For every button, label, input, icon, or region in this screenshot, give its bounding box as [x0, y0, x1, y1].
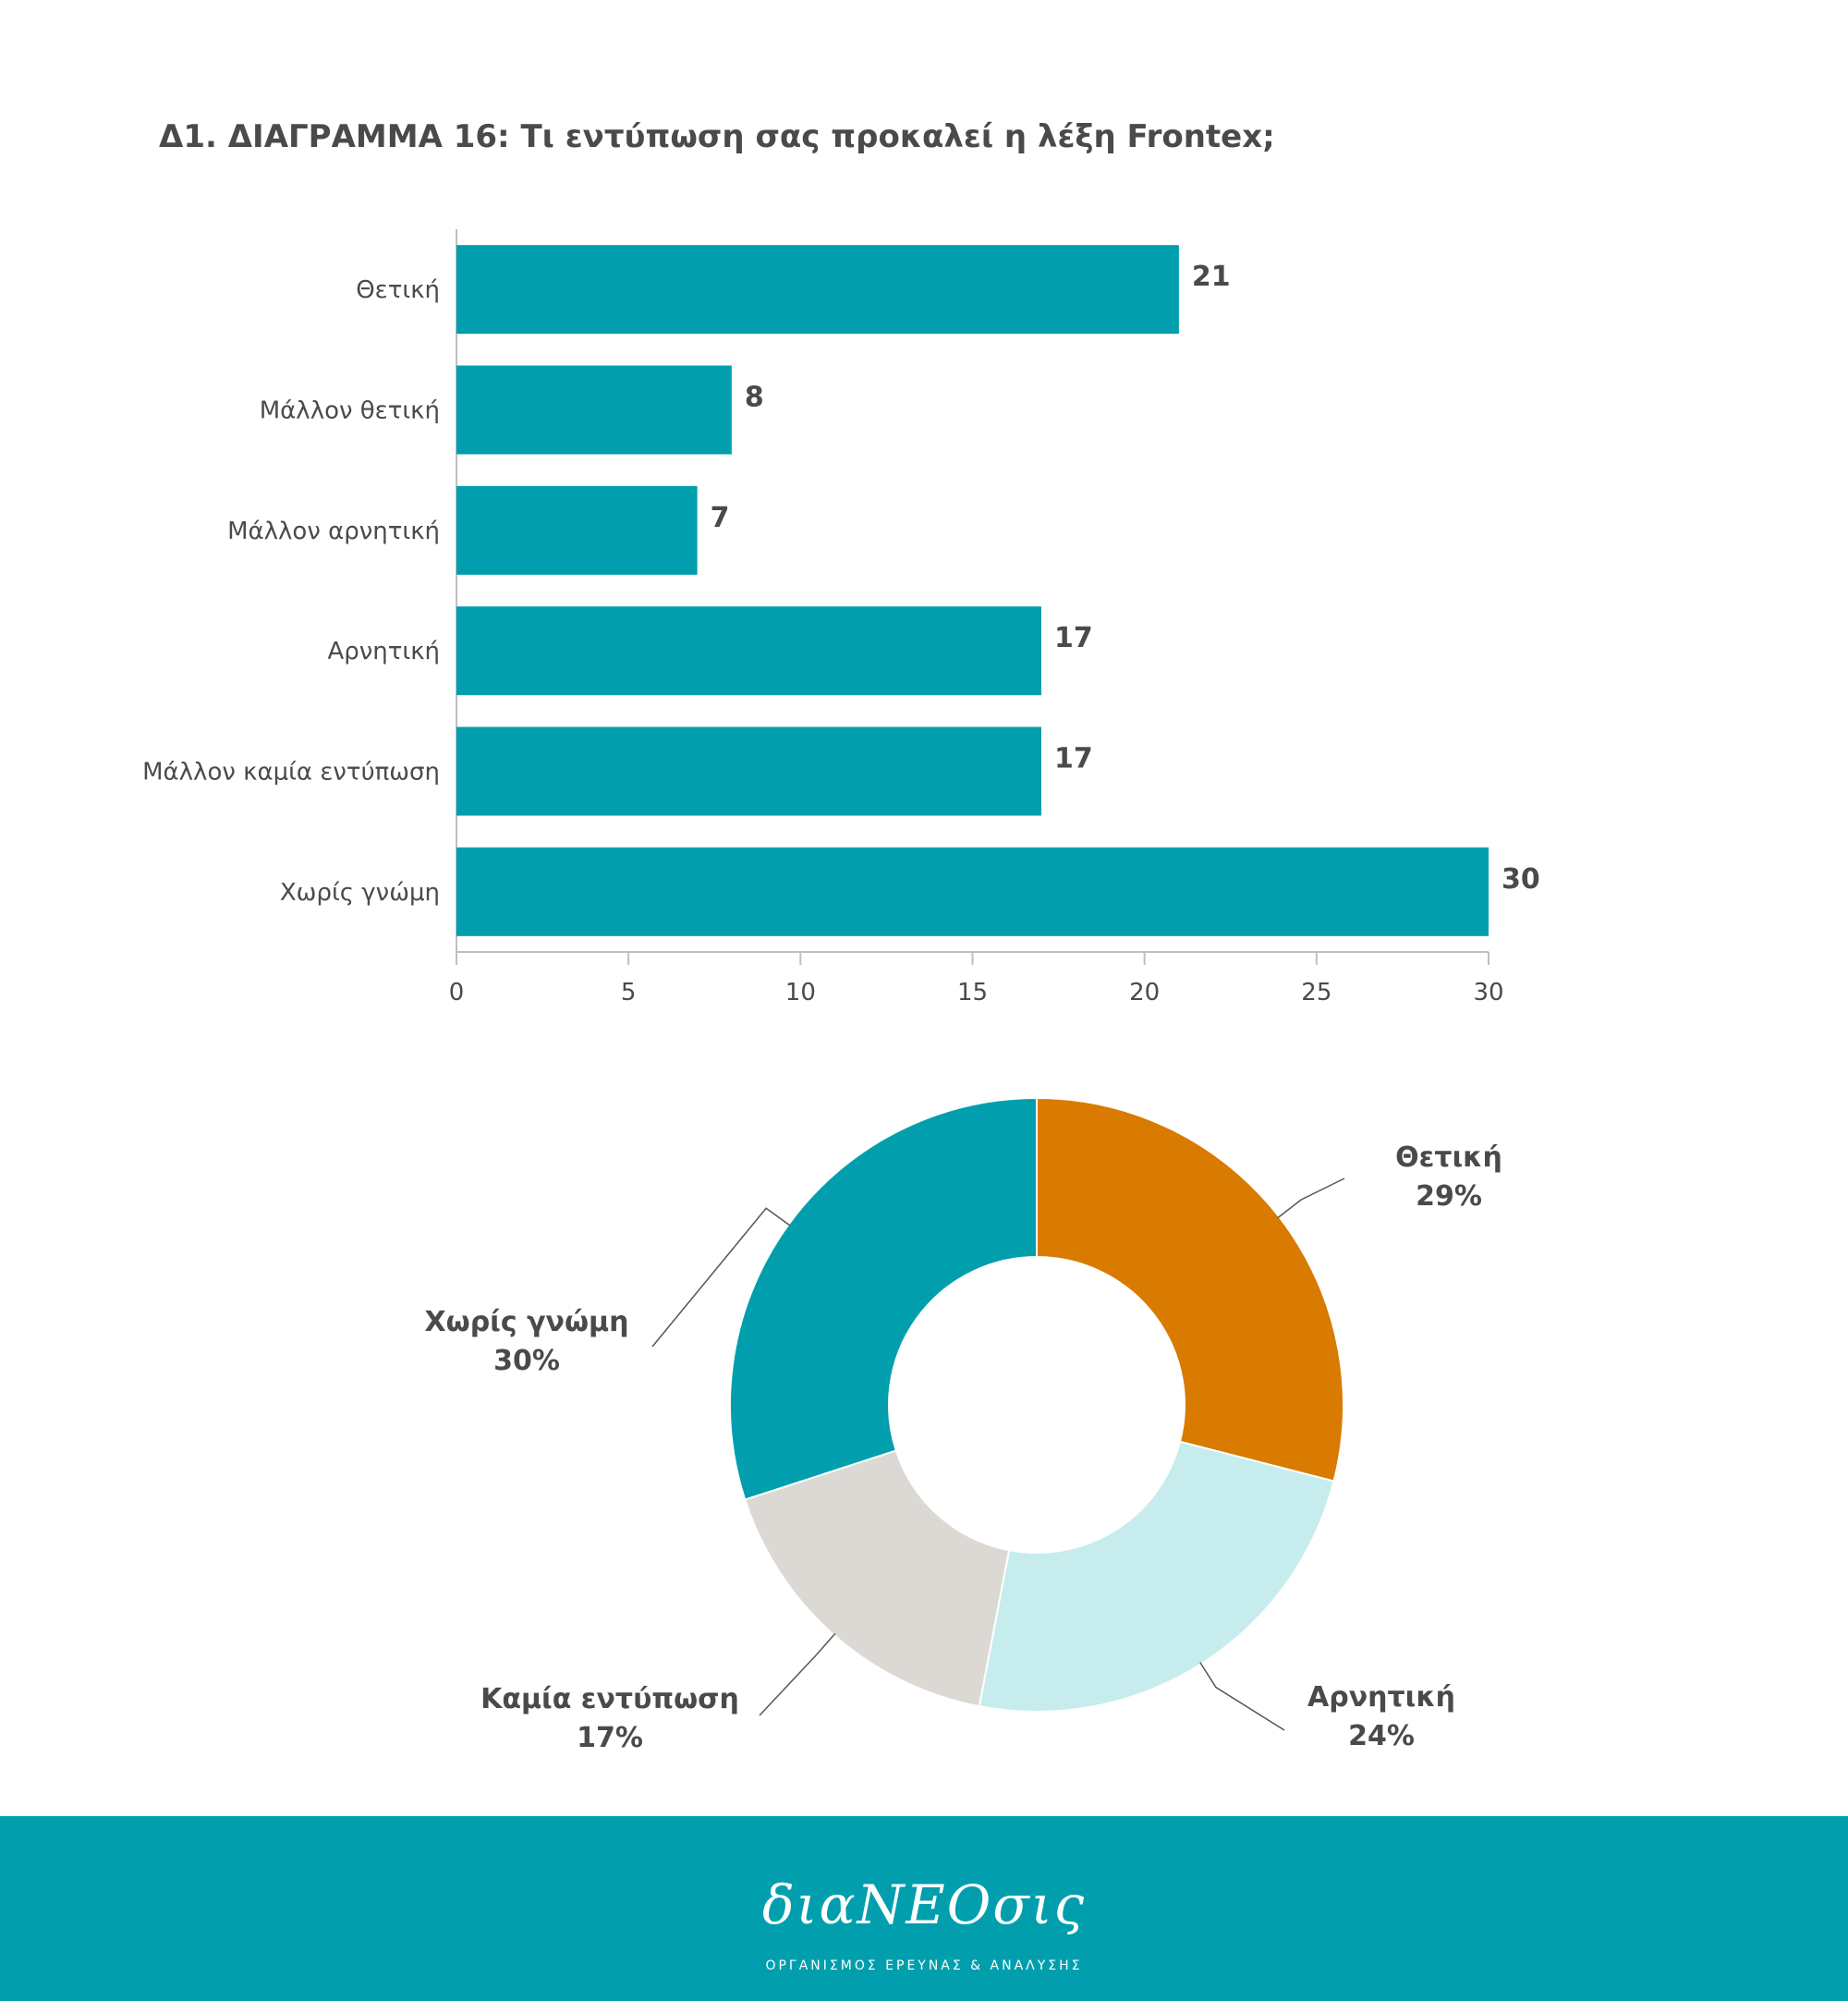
donut-slice — [978, 1440, 1335, 1713]
slice-label: Καμία εντύπωση — [480, 1683, 739, 1715]
slice-percent: 24% — [1348, 1720, 1415, 1752]
category-label: Μάλλον θετική — [260, 397, 440, 425]
category-label: Μάλλον καμία εντύπωση — [142, 759, 440, 787]
leader-line — [1277, 1177, 1345, 1219]
x-tick-label: 15 — [957, 979, 988, 1007]
x-tick-label: 20 — [1129, 979, 1160, 1007]
data-label: 8 — [745, 382, 764, 414]
category-label: Αρνητική — [327, 638, 440, 665]
slice-percent: 30% — [493, 1345, 560, 1377]
donut-chart: Θετική 29% Αρνητική 24% Καμία εντύπωση 17% Χωρ… — [425, 1096, 1502, 1754]
footer-subtitle: ΟΡΓΑΝΙΣΜΟΣ ΕΡΕΥΝΑΣ & ΑΝΑΛΥΣΗΣ — [765, 1958, 1083, 1973]
x-tick-label: 30 — [1473, 979, 1503, 1007]
slice-percent: 29% — [1416, 1180, 1482, 1213]
data-label: 7 — [711, 502, 730, 534]
footer: διαΝΕΟσις ΟΡΓΑΝΙΣΜΟΣ ΕΡΕΥΝΑΣ & ΑΝΑΛΥΣΗΣ — [0, 1816, 1848, 2001]
bar-chart: Θετική 21 Μάλλον θετική 8 Μάλλον αρνητική 7 Αρ… — [142, 229, 1540, 1007]
leader-line — [759, 1633, 836, 1716]
data-label: 21 — [1192, 261, 1231, 293]
data-label: 30 — [1502, 863, 1540, 896]
data-label: 17 — [1054, 743, 1093, 775]
slice-label: Χωρίς γνώμη — [425, 1306, 629, 1338]
donut-slice — [1036, 1096, 1344, 1482]
bar — [456, 847, 1489, 936]
bar — [456, 365, 732, 455]
category-label: Χωρίς γνώμη — [280, 879, 440, 907]
x-tick-label: 10 — [785, 979, 816, 1007]
leader-line — [651, 1207, 791, 1348]
donut-slice — [743, 1449, 1011, 1708]
slice-label: Θετική — [1395, 1141, 1502, 1174]
x-tick-label: 0 — [449, 979, 465, 1007]
data-label: 17 — [1054, 622, 1093, 654]
x-tick-label: 25 — [1301, 979, 1331, 1007]
bar — [456, 726, 1041, 816]
x-tick-label: 5 — [621, 979, 637, 1007]
slice-percent: 17% — [577, 1722, 643, 1754]
bar — [456, 606, 1041, 696]
slice-label: Αρνητική — [1307, 1681, 1455, 1714]
bar — [456, 245, 1179, 335]
dianeosis-logo: διαΝΕΟσις — [761, 1873, 1087, 1936]
category-label: Μάλλον αρνητική — [227, 518, 440, 545]
donut-slice — [729, 1096, 1038, 1501]
page-title: Δ1. ΔΙΑΓΡΑΜΜΑ 16: Τι εντύπωση σας προκαλ… — [159, 118, 1275, 155]
leader-line — [1199, 1662, 1285, 1731]
bar — [456, 485, 698, 575]
category-label: Θετική — [356, 276, 440, 304]
